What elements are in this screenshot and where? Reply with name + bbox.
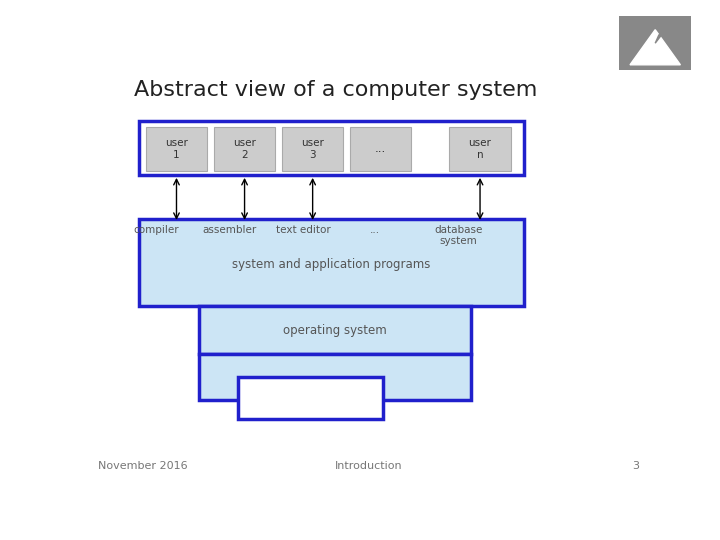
Bar [238, 377, 383, 419]
Text: 3: 3 [633, 462, 639, 471]
Text: text editor: text editor [276, 225, 330, 235]
Bar [449, 127, 510, 171]
Text: assembler: assembler [202, 225, 256, 235]
Text: compiler: compiler [133, 225, 179, 235]
Bar [139, 121, 524, 175]
Bar [350, 127, 411, 171]
Text: computer hardware: computer hardware [252, 392, 369, 405]
Polygon shape [630, 30, 680, 65]
Text: database
system: database system [434, 225, 482, 246]
Text: user
3: user 3 [301, 138, 324, 160]
Text: system and application programs: system and application programs [233, 258, 431, 271]
Text: ...: ... [375, 143, 387, 156]
Bar [145, 127, 207, 171]
Text: ...: ... [369, 225, 379, 235]
Text: November 2016: November 2016 [99, 462, 188, 471]
Text: user
1: user 1 [165, 138, 188, 160]
Text: Abstract view of a computer system: Abstract view of a computer system [134, 80, 537, 100]
Text: user
2: user 2 [233, 138, 256, 160]
Bar [199, 354, 471, 400]
Bar [139, 219, 524, 306]
Bar [214, 127, 275, 171]
Text: operating system: operating system [283, 325, 387, 338]
Text: Introduction: Introduction [336, 462, 402, 471]
Bar [282, 127, 343, 171]
Bar [199, 306, 471, 354]
Polygon shape [655, 24, 670, 43]
Text: user
n: user n [469, 138, 492, 160]
